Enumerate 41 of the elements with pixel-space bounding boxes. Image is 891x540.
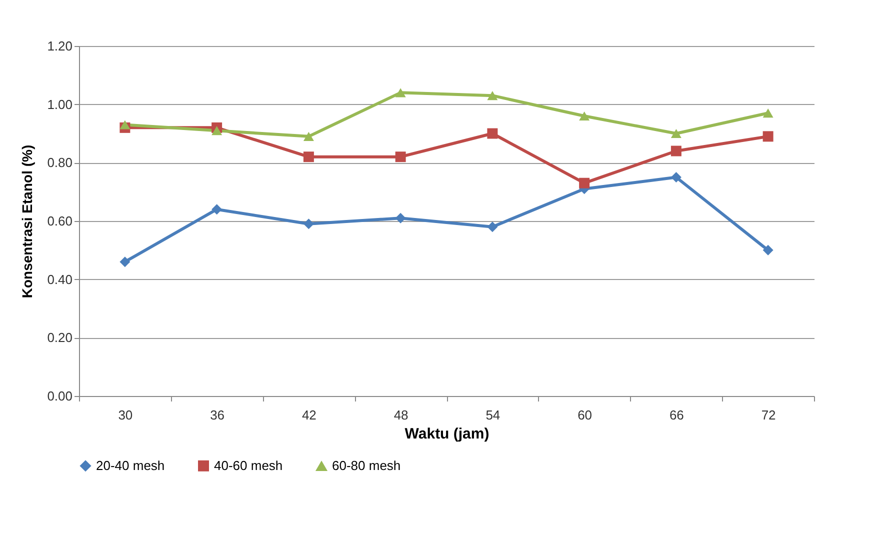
x-tick-label: 72 [761, 408, 776, 422]
y-tick-label: 0.00 [47, 388, 72, 404]
point [762, 131, 774, 142]
y-tick-label: 1.20 [47, 38, 72, 54]
x-axis-title: Waktu (jam) [404, 426, 490, 442]
point [120, 120, 130, 130]
point [579, 111, 590, 121]
point [487, 222, 498, 232]
point [487, 91, 498, 100]
x-tick-label: 42 [302, 408, 316, 422]
point [579, 178, 590, 188]
point [303, 132, 314, 141]
y-axis-title: Konsentrasi Etanol (%) [19, 144, 36, 298]
legend-label: 40-60 mesh [214, 458, 283, 473]
point [120, 256, 130, 268]
point [212, 204, 222, 215]
point [670, 128, 682, 138]
y-tick-label: 1.00 [47, 96, 72, 112]
point [395, 212, 406, 224]
legend-label: 20-40 mesh [96, 458, 165, 473]
x-tick-label: 60 [578, 408, 592, 422]
x-tick-label: 54 [486, 408, 500, 422]
point [487, 128, 498, 139]
point [670, 146, 682, 156]
y-tick-label: 0.80 [47, 155, 72, 170]
point [395, 88, 406, 98]
legend-label: 60-80 mesh [332, 458, 401, 474]
point [395, 152, 406, 162]
x-tick-label: 48 [394, 408, 408, 422]
point [303, 218, 314, 230]
point [212, 126, 222, 136]
point [762, 108, 774, 118]
x-tick-label: 36 [210, 408, 225, 422]
x-tick-label: 30 [118, 408, 133, 422]
y-tick-label: 0.60 [47, 214, 72, 228]
point [303, 152, 314, 162]
y-tick-label: 0.40 [47, 272, 72, 287]
y-tick-label: 0.20 [47, 330, 72, 346]
point [762, 244, 774, 256]
x-tick-label: 66 [669, 408, 684, 422]
point [670, 172, 682, 182]
